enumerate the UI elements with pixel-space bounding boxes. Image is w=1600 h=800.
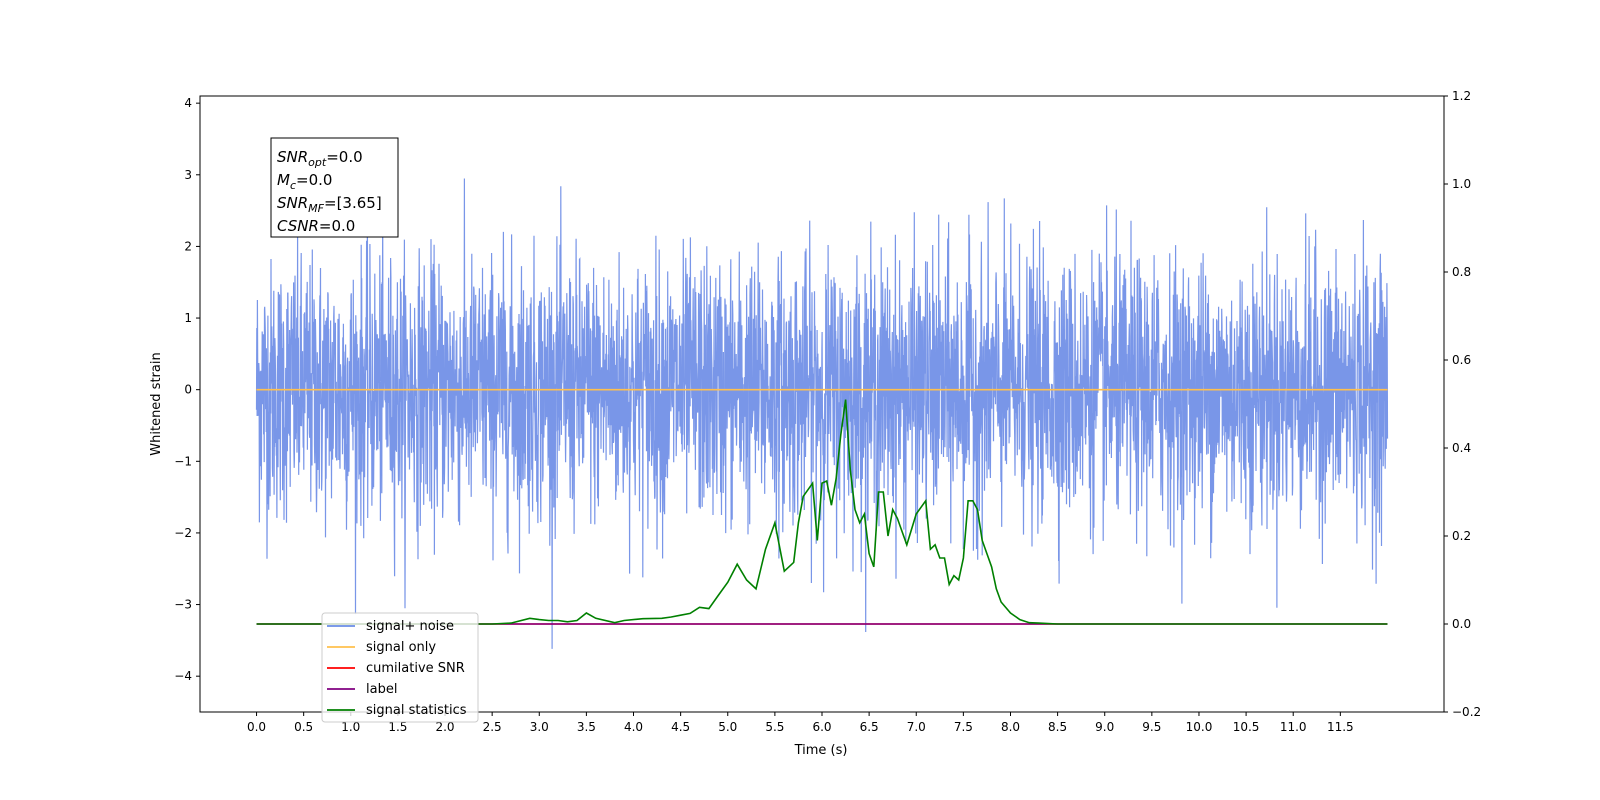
legend-label: label [366,682,397,697]
y-axis-label: Whitened strain [149,352,164,455]
y2-tick-label: 1.2 [1452,89,1471,103]
y-tick-label: 0 [184,383,192,397]
annotation-value: =0.0 [319,217,355,235]
annotation-symbol: SNR [277,148,308,166]
annotation-line: SNRMF=[3.65] [277,194,382,215]
x-tick-label: 7.5 [954,720,973,734]
annotation-value: =[3.65] [324,194,382,212]
x-tick-label: 2.0 [435,720,454,734]
y-tick-label: 1 [184,311,192,325]
y-tick-label: −1 [174,454,192,468]
y-tick-label: 3 [184,168,192,182]
y2-tick-label: 0.0 [1452,617,1471,631]
x-axis-ticks: 0.0 0.5 1.0 1.5 2.0 2.5 3.0 3.5 4.0 4.5 5.0 5.5 6.0 6… [247,712,1354,734]
legend-label: signal only [366,640,436,655]
x-tick-label: 3.5 [577,720,596,734]
y2-tick-label: 0.6 [1452,353,1471,367]
y2-tick-label: 0.2 [1452,529,1471,543]
x-tick-label: 9.5 [1142,720,1161,734]
y-tick-label: −4 [174,669,192,683]
y-tick-label: 4 [184,96,192,110]
x-tick-label: 3.0 [530,720,549,734]
y2-tick-label: 0.8 [1452,265,1471,279]
x-axis-label: Time (s) [794,743,848,758]
legend: signal+ noise signal only cumilative SNR la… [321,612,479,723]
x-tick-label: 0.5 [294,720,313,734]
legend-label: cumilative SNR [366,661,465,676]
x-tick-label: 11.5 [1327,720,1354,734]
x-tick-label: 10.5 [1233,720,1260,734]
x-tick-label: 8.5 [1048,720,1067,734]
legend-label: signal+ noise [366,619,454,634]
x-tick-label: 6.5 [860,720,879,734]
annotation-line: Mc=0.0 [277,171,332,192]
x-tick-label: 0.0 [247,720,266,734]
y-axis-ticks: −4 −3 −2 −1 0 1 2 3 4 [174,96,200,683]
x-tick-label: 1.0 [341,720,360,734]
y-tick-label: 2 [184,239,192,253]
y-tick-label: −2 [174,526,192,540]
legend-label: signal statistics [366,703,467,718]
annotation-symbol: M [277,171,290,189]
x-tick-label: 9.0 [1095,720,1114,734]
series-signal-statistics-line [256,399,1388,625]
x-tick-label: 10.0 [1186,720,1213,734]
series-signal-noise-line [255,178,1389,649]
y-tick-label: −3 [174,598,192,612]
annotation-symbol: SNR [277,194,308,212]
y2-tick-label: −0.2 [1452,705,1481,719]
legend-frame [321,612,479,723]
x-tick-label: 5.5 [765,720,784,734]
x-tick-label: 8.0 [1001,720,1020,734]
annotation-subscript: MF [308,202,324,215]
annotation-line: SNRopt=0.0 [277,148,363,169]
y2-axis-ticks: −0.2 0.0 0.2 0.4 0.6 0.8 1.0 1.2 [1444,89,1481,719]
x-tick-label: 7.0 [907,720,926,734]
x-tick-label: 11.0 [1280,720,1307,734]
x-tick-label: 5.0 [718,720,737,734]
annotation-line: CSNR=0.0 [277,217,355,235]
y2-tick-label: 0.4 [1452,441,1471,455]
x-tick-label: 1.5 [388,720,407,734]
annotation-value: =0.0 [296,171,332,189]
annotation-value: =0.0 [326,148,362,166]
x-tick-label: 2.5 [483,720,502,734]
annotation-symbol: CSNR [277,217,319,235]
annotation-subscript: opt [308,156,327,169]
annotation-frame [270,137,399,238]
y2-tick-label: 1.0 [1452,177,1471,191]
annotation-subscript: c [290,179,296,192]
x-tick-label: 6.0 [812,720,831,734]
x-tick-label: 4.5 [671,720,690,734]
x-tick-label: 4.0 [624,720,643,734]
